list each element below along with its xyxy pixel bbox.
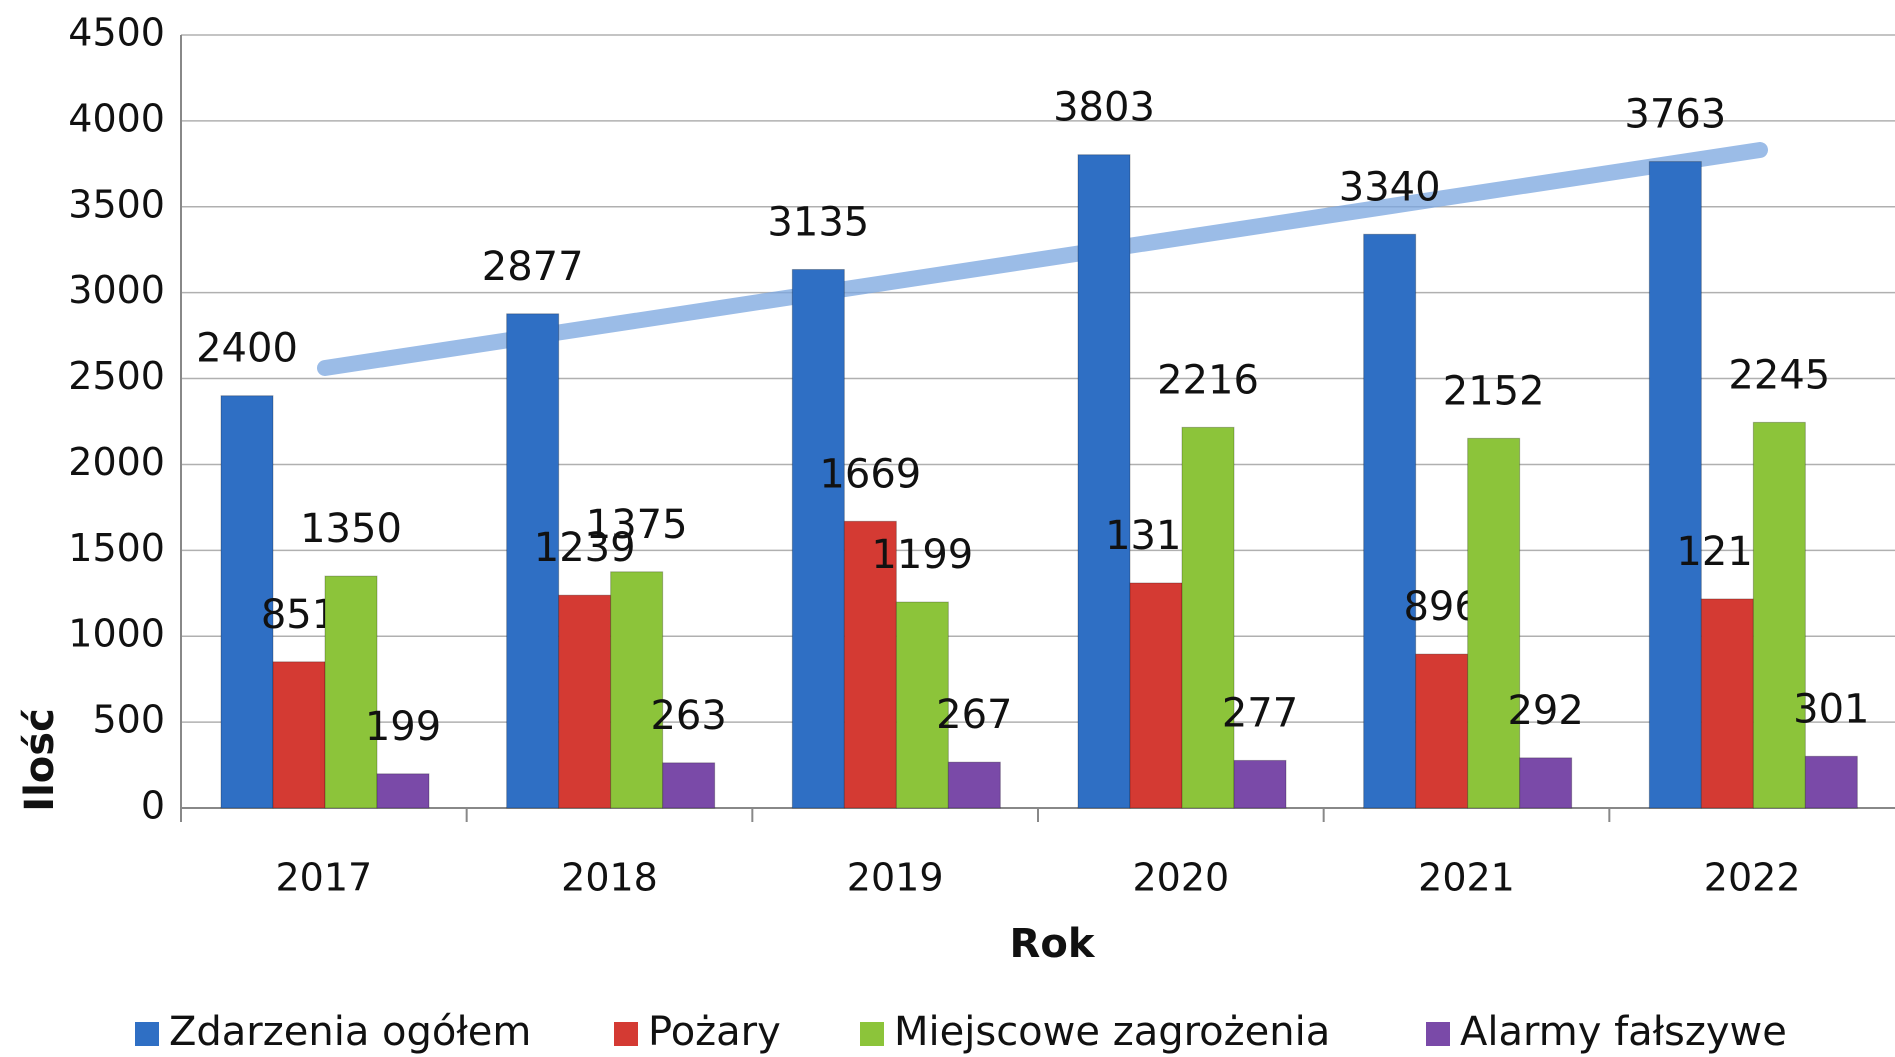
bar xyxy=(376,773,430,809)
y-tick-label: 4500 xyxy=(68,11,165,55)
bar xyxy=(662,762,716,809)
bar xyxy=(843,520,897,809)
bar xyxy=(610,571,664,809)
legend-label: Zdarzenia ogółem xyxy=(169,1009,531,1055)
data-label: 1350 xyxy=(300,506,402,552)
bar xyxy=(947,761,1001,809)
data-label: 2152 xyxy=(1443,368,1545,414)
data-label: 267 xyxy=(936,692,1012,738)
bar xyxy=(1648,161,1702,809)
legend-label: Miejscowe zagrożenia xyxy=(894,1009,1330,1055)
data-label: 301 xyxy=(1793,686,1869,732)
data-label: 3803 xyxy=(1053,85,1155,131)
bar xyxy=(1804,755,1858,809)
legend-swatch xyxy=(1426,1022,1450,1046)
data-label: 896 xyxy=(1403,584,1479,630)
bar xyxy=(1129,582,1183,809)
data-label: 1669 xyxy=(819,451,921,497)
y-tick-label: 3000 xyxy=(68,268,165,312)
bar xyxy=(1181,426,1235,809)
bar xyxy=(791,268,845,809)
legend-label: Pożary xyxy=(648,1009,781,1055)
y-tick-label: 1000 xyxy=(68,612,165,656)
bar xyxy=(1467,437,1521,809)
x-tick-label: 2018 xyxy=(561,856,658,900)
y-axis-label: Ilość xyxy=(17,708,63,812)
bar xyxy=(895,601,949,809)
bar xyxy=(324,575,378,809)
trend-line xyxy=(317,142,1768,376)
data-label: 3340 xyxy=(1339,164,1441,210)
legend-label: Alarmy fałszywe xyxy=(1460,1009,1787,1055)
bar xyxy=(1752,421,1806,809)
bar xyxy=(1700,598,1754,809)
data-label: 2877 xyxy=(482,244,584,290)
y-tick-label: 2500 xyxy=(68,354,165,398)
data-label: 3135 xyxy=(767,199,869,245)
x-tick-label: 2017 xyxy=(275,856,372,900)
data-label: 1239 xyxy=(534,525,636,571)
x-tick-label: 2019 xyxy=(847,856,944,900)
y-tick-label: 1500 xyxy=(68,526,165,570)
x-tick-label: 2020 xyxy=(1132,856,1229,900)
y-tick-label: 500 xyxy=(92,698,165,742)
data-label: 2400 xyxy=(196,326,298,372)
bar xyxy=(1415,653,1469,809)
data-label: 1199 xyxy=(871,532,973,578)
x-tick-label: 2022 xyxy=(1704,856,1801,900)
x-axis-label: Rok xyxy=(1010,921,1096,967)
bar xyxy=(272,661,326,809)
bar xyxy=(220,395,274,809)
data-label: 2245 xyxy=(1728,352,1830,398)
bar xyxy=(558,594,612,809)
y-tick-label: 3500 xyxy=(68,182,165,226)
legend-swatch xyxy=(860,1022,884,1046)
x-tick-label: 2021 xyxy=(1418,856,1515,900)
y-tick-label: 0 xyxy=(141,784,165,828)
y-tick-label: 4000 xyxy=(68,96,165,140)
bar xyxy=(1519,757,1573,809)
data-label: 2216 xyxy=(1157,357,1259,403)
bar xyxy=(506,313,560,809)
data-label: 277 xyxy=(1222,690,1298,736)
bar xyxy=(1363,233,1417,809)
data-label: 292 xyxy=(1507,688,1583,734)
bar xyxy=(1077,154,1131,809)
legend-swatch xyxy=(135,1022,159,1046)
data-label: 1375 xyxy=(586,502,688,548)
y-tick-label: 2000 xyxy=(68,440,165,484)
legend-swatch xyxy=(614,1022,638,1046)
data-label: 3763 xyxy=(1624,92,1726,138)
data-label: 199 xyxy=(365,704,441,750)
data-label: 263 xyxy=(650,693,726,739)
data-label: 851 xyxy=(261,592,337,638)
bar xyxy=(1233,759,1287,809)
